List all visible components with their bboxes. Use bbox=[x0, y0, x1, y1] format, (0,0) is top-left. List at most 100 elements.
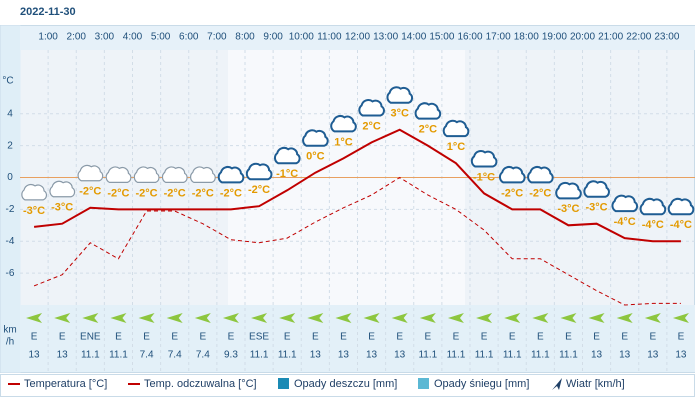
weather-icon bbox=[583, 180, 610, 198]
wind-speed: 11.1 bbox=[109, 350, 128, 361]
cloud bbox=[386, 86, 414, 104]
weather-icon bbox=[77, 164, 104, 182]
wind-arrow bbox=[616, 313, 633, 323]
y-tick-label: 0 bbox=[7, 172, 13, 183]
wind-arrow bbox=[82, 313, 99, 323]
wind-speed: 11.1 bbox=[559, 350, 578, 361]
wind-speed: 11.1 bbox=[418, 350, 437, 361]
x-tick-label: 11:00 bbox=[317, 32, 342, 43]
weather-icon bbox=[105, 166, 132, 183]
date-title: 2022-11-30 bbox=[20, 6, 76, 18]
wind-direction: E bbox=[59, 332, 66, 343]
temperature-label: -2°C bbox=[79, 186, 101, 198]
weather-icon bbox=[302, 129, 329, 147]
wind-speed: 11.1 bbox=[250, 350, 269, 361]
weather-icon bbox=[555, 181, 582, 200]
weather-icon bbox=[161, 166, 188, 183]
cloud bbox=[302, 129, 329, 147]
weather-icon bbox=[330, 115, 357, 133]
y-tick-label: 2 bbox=[7, 140, 13, 151]
x-tick-label: 12:00 bbox=[345, 32, 370, 43]
weather-icon bbox=[414, 102, 442, 120]
cloud bbox=[470, 150, 498, 168]
temperature-label: 2°C bbox=[362, 120, 381, 132]
wind-arrow bbox=[560, 313, 577, 323]
cloud bbox=[105, 166, 132, 183]
weather-icon bbox=[639, 197, 667, 216]
wind-direction: E bbox=[228, 332, 235, 343]
wind-speed: 11.1 bbox=[447, 350, 466, 361]
temperature-label: -4°C bbox=[642, 219, 664, 231]
x-tick-label: 8:00 bbox=[235, 32, 255, 43]
x-tick-label: 9:00 bbox=[263, 32, 283, 43]
wind-direction: E bbox=[340, 332, 347, 343]
wind-arrow bbox=[532, 313, 549, 323]
wind-direction: E bbox=[312, 332, 319, 343]
wind-arrow bbox=[279, 313, 296, 323]
cloud bbox=[527, 166, 554, 184]
wind-direction: E bbox=[593, 332, 600, 343]
wind-speed: 13 bbox=[57, 350, 69, 361]
y-tick-label: -4 bbox=[6, 236, 15, 247]
y-tick-label: 4 bbox=[7, 108, 13, 119]
wind-speed: 13 bbox=[29, 350, 41, 361]
x-tick-label: 22:00 bbox=[626, 32, 651, 43]
cloud bbox=[217, 166, 245, 184]
wind-direction: E bbox=[143, 332, 150, 343]
cloud bbox=[245, 162, 273, 181]
wind-unit: /h bbox=[6, 337, 14, 348]
legend-label: Wiatr [km/h] bbox=[566, 378, 625, 390]
temperature-label: -2°C bbox=[107, 187, 129, 199]
legend-label: Temp. odczuwalna [°C] bbox=[144, 378, 257, 390]
wind-direction: E bbox=[678, 332, 685, 343]
legend: Temperatura [°C] Temp. odczuwalna [°C] Opa… bbox=[0, 374, 695, 397]
temperature-label: 3°C bbox=[390, 108, 409, 120]
wind-direction: E bbox=[171, 332, 178, 343]
cloud bbox=[639, 197, 667, 216]
x-tick-label: 7:00 bbox=[207, 32, 227, 43]
x-tick-label: 10:00 bbox=[289, 32, 314, 43]
wind-direction: E bbox=[396, 332, 403, 343]
legend-swatch bbox=[552, 378, 562, 390]
temperature-label: -2°C bbox=[248, 184, 270, 196]
wind-speed: 13 bbox=[310, 350, 322, 361]
y-axis-label: °C bbox=[2, 76, 13, 87]
wind-unit: km bbox=[3, 325, 16, 336]
x-tick-label: 20:00 bbox=[570, 32, 595, 43]
wind-direction: E bbox=[453, 332, 460, 343]
legend-label: Temperatura [°C] bbox=[24, 378, 107, 390]
weather-icon bbox=[527, 166, 554, 184]
wind-arrow bbox=[391, 313, 408, 323]
weather-icon bbox=[133, 166, 160, 183]
wind-arrow bbox=[251, 313, 268, 323]
wind-direction: ESE bbox=[249, 332, 269, 343]
wind-speed: 7.4 bbox=[168, 350, 182, 361]
wind-arrow bbox=[672, 313, 689, 323]
wind-speed: 13 bbox=[338, 350, 350, 361]
wind-speed: 11.1 bbox=[278, 350, 297, 361]
cloud bbox=[667, 197, 695, 216]
cloud bbox=[555, 181, 582, 200]
temperature-label: 0°C bbox=[306, 151, 325, 163]
weather-icon bbox=[190, 166, 216, 183]
temperature-label: -2°C bbox=[220, 187, 242, 199]
temperature-label: -2°C bbox=[164, 187, 186, 199]
wind-direction: E bbox=[621, 332, 628, 343]
cloud bbox=[414, 102, 442, 120]
cloud bbox=[583, 180, 610, 198]
wind-arrow bbox=[335, 313, 352, 323]
wind-arrow bbox=[476, 313, 493, 323]
cloud bbox=[442, 119, 470, 138]
weather-icon bbox=[667, 197, 695, 216]
wind-speed: 13 bbox=[591, 350, 603, 361]
cloud bbox=[133, 166, 160, 183]
x-tick-label: 23:00 bbox=[654, 32, 679, 43]
y-tick-label: -2 bbox=[6, 204, 15, 215]
wind-direction: E bbox=[481, 332, 488, 343]
wind-speed: 13 bbox=[394, 350, 406, 361]
wind-direction: E bbox=[509, 332, 516, 343]
wind-arrow bbox=[166, 313, 183, 323]
weather-icon bbox=[273, 146, 301, 165]
wind-direction: E bbox=[537, 332, 544, 343]
